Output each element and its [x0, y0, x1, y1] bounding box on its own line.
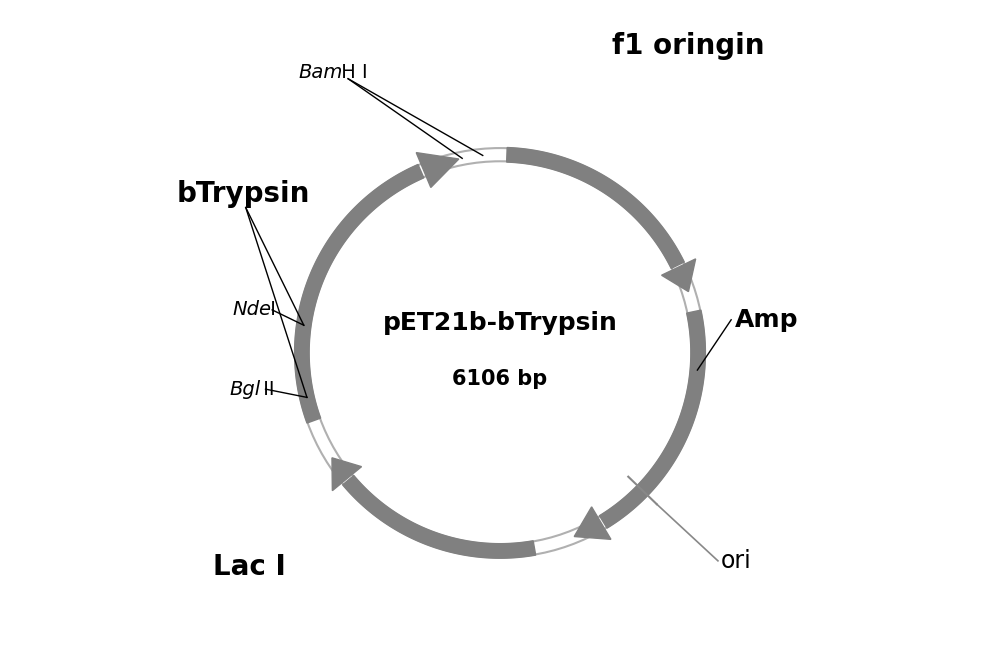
- Polygon shape: [599, 310, 705, 528]
- Polygon shape: [332, 458, 362, 491]
- Polygon shape: [416, 153, 459, 187]
- Text: Nde: Nde: [233, 300, 272, 320]
- Text: f1 oringin: f1 oringin: [612, 32, 765, 60]
- Text: Amp: Amp: [734, 308, 798, 332]
- Polygon shape: [662, 259, 696, 292]
- Text: ori: ori: [721, 549, 752, 573]
- Text: Lac I: Lac I: [213, 553, 285, 581]
- Polygon shape: [295, 165, 424, 423]
- Text: Bam: Bam: [299, 63, 343, 82]
- Polygon shape: [574, 507, 611, 539]
- Text: II: II: [257, 380, 274, 399]
- Text: H I: H I: [335, 63, 368, 82]
- Text: I: I: [264, 300, 276, 320]
- Text: bTrypsin: bTrypsin: [176, 180, 310, 208]
- Polygon shape: [507, 148, 684, 268]
- Text: Bgl: Bgl: [229, 380, 260, 399]
- Text: 6106 bp: 6106 bp: [452, 369, 548, 389]
- Polygon shape: [343, 476, 536, 558]
- Text: pET21b-bTrypsin: pET21b-bTrypsin: [383, 311, 617, 335]
